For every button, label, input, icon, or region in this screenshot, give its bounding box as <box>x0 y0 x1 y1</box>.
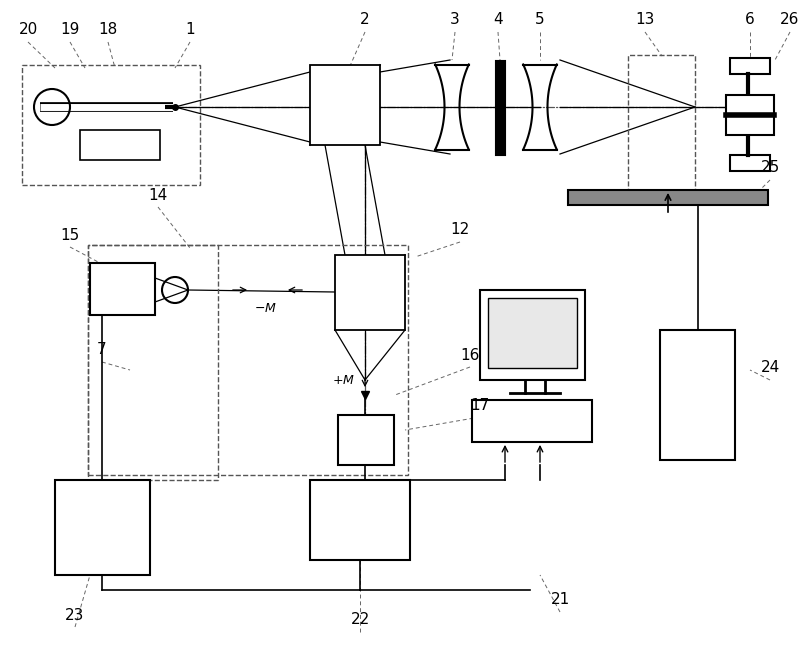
Text: 1: 1 <box>185 23 195 37</box>
Text: $+M$: $+M$ <box>332 374 355 386</box>
Text: 5: 5 <box>535 13 545 27</box>
Bar <box>88 245 408 475</box>
Text: 7: 7 <box>97 342 107 358</box>
Bar <box>730 58 770 74</box>
Text: 25: 25 <box>760 161 780 175</box>
Text: 6: 6 <box>745 13 755 27</box>
Bar <box>55 480 150 575</box>
Bar <box>660 330 735 460</box>
Bar <box>310 480 410 560</box>
Text: 13: 13 <box>635 13 654 27</box>
Text: 17: 17 <box>470 398 490 412</box>
Text: 3: 3 <box>450 13 460 27</box>
Text: 22: 22 <box>350 612 370 628</box>
Text: 24: 24 <box>760 360 780 376</box>
Text: 19: 19 <box>60 23 80 37</box>
Text: 23: 23 <box>66 608 85 622</box>
Text: 15: 15 <box>60 227 80 243</box>
Text: 14: 14 <box>148 187 168 203</box>
Text: 16: 16 <box>460 348 480 362</box>
Bar <box>472 400 592 442</box>
Bar <box>628 55 695 200</box>
Text: 12: 12 <box>450 223 470 237</box>
Bar <box>480 290 585 380</box>
Text: 18: 18 <box>98 23 118 37</box>
Text: 4: 4 <box>493 13 503 27</box>
Bar <box>338 415 394 465</box>
Bar <box>568 190 768 205</box>
Text: 2: 2 <box>360 13 370 27</box>
Bar <box>335 255 405 330</box>
Bar <box>80 130 160 160</box>
Text: 21: 21 <box>550 592 570 608</box>
Bar <box>90 263 155 315</box>
Text: 20: 20 <box>18 23 38 37</box>
Text: 26: 26 <box>780 13 800 27</box>
Bar <box>488 298 577 368</box>
Bar <box>730 155 770 171</box>
Bar <box>88 245 218 480</box>
Bar <box>310 65 380 145</box>
Bar <box>726 95 774 135</box>
Bar <box>22 65 200 185</box>
Text: $-M$: $-M$ <box>254 302 277 315</box>
